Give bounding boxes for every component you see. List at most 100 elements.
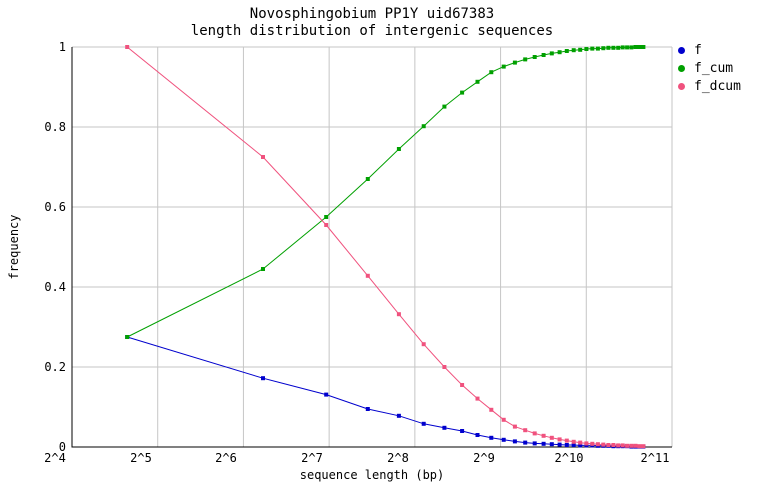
- data-point-f_dcum: [125, 45, 130, 49]
- data-point-f_cum: [501, 64, 506, 69]
- data-point-f_dcum: [512, 424, 517, 429]
- data-point-f_cum: [261, 267, 265, 271]
- y-tick-label: 1: [59, 40, 66, 54]
- data-point-f: [460, 429, 465, 433]
- data-point-f_dcum: [611, 443, 616, 447]
- y-tick-label: 0.4: [44, 280, 66, 294]
- legend-marker-f-dcum-icon: [678, 82, 685, 90]
- data-point-f_cum: [590, 46, 595, 51]
- data-point-f_dcum: [625, 443, 630, 448]
- x-axis-label: sequence length (bp): [299, 468, 445, 482]
- data-point-f_dcum: [633, 443, 638, 448]
- data-point-f: [549, 442, 554, 447]
- data-point-f: [523, 440, 528, 445]
- data-point-f_dcum: [261, 155, 265, 159]
- data-point-f_cum: [601, 46, 606, 51]
- data-point-f: [365, 407, 370, 411]
- data-point-f_cum: [324, 215, 329, 219]
- data-point-f: [475, 433, 480, 437]
- data-point-f_dcum: [629, 443, 634, 448]
- data-point-f_cum: [460, 90, 465, 95]
- data-point-f_cum: [549, 51, 554, 56]
- data-point-f_cum: [606, 45, 611, 50]
- data-point-f_dcum: [324, 223, 329, 227]
- data-point-f_dcum: [584, 441, 589, 446]
- x-tick-label: 2^6: [215, 451, 237, 465]
- data-point-f_cum: [584, 47, 589, 51]
- data-point-f_cum: [421, 124, 426, 129]
- legend-label-f: f: [694, 42, 702, 58]
- data-point-f_dcum: [557, 437, 562, 442]
- data-point-f: [324, 392, 329, 397]
- data-point-f: [578, 443, 583, 448]
- data-point-f_dcum: [595, 442, 600, 447]
- series-line-f_dcum: [126, 46, 644, 447]
- legend: f f_cum f_dcum: [678, 41, 741, 95]
- data-point-f_cum: [396, 147, 401, 151]
- data-point-f_dcum: [578, 440, 583, 445]
- data-point-f_dcum: [421, 342, 426, 347]
- data-point-f: [489, 435, 494, 440]
- data-point-f_cum: [475, 79, 480, 84]
- data-point-f_dcum: [637, 444, 642, 449]
- data-point-f: [442, 425, 447, 430]
- chart-subtitle: length distribution of intergenic sequen…: [190, 23, 554, 39]
- data-point-f_cum: [637, 45, 642, 49]
- y-tick-label: 0.2: [44, 360, 66, 374]
- data-point-f_cum: [611, 45, 616, 50]
- x-tick-label: 2^9: [473, 451, 495, 465]
- data-point-f: [571, 443, 576, 447]
- x-tick-label: 2^7: [301, 451, 323, 465]
- data-point-f_dcum: [489, 407, 494, 412]
- data-point-f: [396, 413, 401, 418]
- data-point-f_cum: [564, 49, 569, 53]
- chart-title-block: Novosphingobium PP1Y uid67383 length dis…: [72, 6, 672, 40]
- data-point-f_cum: [578, 47, 583, 52]
- data-point-f_dcum: [541, 433, 546, 438]
- y-tick-label: 0.6: [44, 200, 66, 214]
- legend-item-f-dcum: f_dcum: [678, 77, 741, 95]
- legend-marker-f-cum-icon: [678, 64, 685, 72]
- data-point-f_cum: [571, 48, 576, 53]
- data-point-f_cum: [512, 60, 517, 65]
- data-point-f_dcum: [620, 443, 625, 448]
- data-point-f_dcum: [571, 439, 576, 444]
- chart-title: Novosphingobium PP1Y uid67383: [249, 6, 495, 22]
- legend-item-f: f: [678, 41, 741, 59]
- data-point-f_dcum: [442, 365, 447, 369]
- data-point-f_cum: [629, 45, 634, 50]
- series-line-f: [127, 336, 644, 448]
- data-point-f_cum: [489, 70, 494, 75]
- x-tick-label: 2^4: [44, 451, 66, 465]
- x-tick-label: 2^5: [130, 451, 152, 465]
- data-point-f_cum: [365, 177, 370, 181]
- data-point-f_dcum: [460, 383, 465, 387]
- data-point-f_cum: [532, 55, 537, 59]
- data-point-f_dcum: [606, 443, 611, 447]
- data-point-f: [501, 437, 506, 442]
- data-point-f: [261, 376, 265, 381]
- data-point-f_dcum: [532, 431, 537, 436]
- legend-label-f-dcum: f_dcum: [694, 78, 741, 94]
- data-point-f_cum: [620, 45, 625, 50]
- data-point-f_cum: [442, 104, 447, 109]
- data-point-f_dcum: [475, 396, 480, 401]
- x-tick-label: 2^8: [387, 451, 409, 465]
- data-point-f_cum: [633, 45, 638, 49]
- data-point-f_dcum: [396, 312, 401, 317]
- data-point-f: [557, 442, 562, 447]
- data-point-f_dcum: [523, 428, 528, 433]
- data-point-f_cum: [125, 335, 130, 339]
- data-point-f_cum: [523, 57, 528, 62]
- legend-marker-f-icon: [678, 46, 685, 54]
- data-point-f_dcum: [564, 438, 569, 443]
- data-point-f_dcum: [641, 444, 646, 449]
- data-point-f: [421, 421, 426, 426]
- data-point-f_cum: [616, 45, 621, 50]
- data-point-f_dcum: [365, 273, 370, 278]
- data-point-f_dcum: [590, 441, 595, 446]
- data-point-f_dcum: [616, 443, 621, 448]
- data-point-f_cum: [541, 53, 546, 57]
- series-line-f_cum: [126, 46, 644, 338]
